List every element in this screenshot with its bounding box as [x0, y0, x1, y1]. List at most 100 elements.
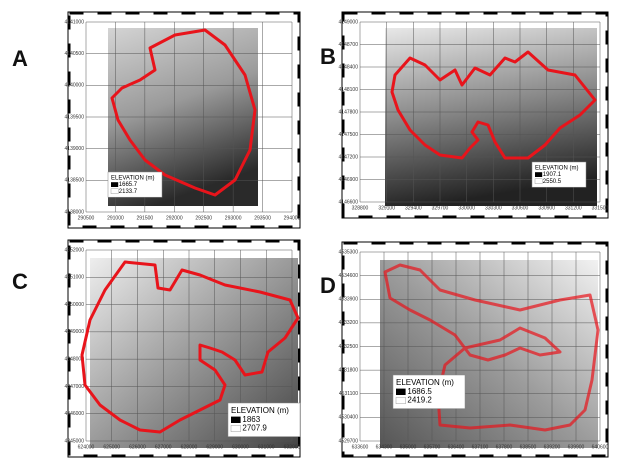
legend-low: 1863	[242, 415, 260, 424]
y-tick-label: 4530400	[339, 415, 359, 421]
x-tick-label: 640600	[592, 444, 609, 450]
x-tick-label: 291000	[107, 215, 124, 221]
legend-low: 1686.5	[407, 387, 432, 396]
legend-swatch-low	[111, 182, 119, 187]
legend-high: 2707.9	[242, 424, 267, 433]
panel-letter: D	[320, 273, 336, 298]
map-panel: D 4535300 4534600 4533900 4533200 4532500 4531…	[320, 241, 609, 458]
x-tick-label: 626000	[129, 444, 146, 450]
x-tick-label: 290500	[78, 215, 95, 221]
x-tick-label: 329700	[432, 205, 449, 211]
x-tick-label: 632000	[284, 444, 301, 450]
y-tick-label: 4140000	[65, 83, 85, 89]
legend-high: 2550.5	[543, 179, 562, 185]
x-tick-label: 331500	[592, 205, 609, 211]
legend-title: ELEVATION (m)	[231, 406, 289, 415]
x-tick-label: 638500	[520, 444, 537, 450]
legend-swatch-high	[230, 425, 241, 432]
legend-low: 1665.7	[119, 182, 138, 188]
x-tick-label: 631000	[258, 444, 275, 450]
y-tick-label: 4139000	[65, 146, 85, 152]
y-tick-label: 4535300	[339, 249, 359, 255]
x-tick-label: 637100	[472, 444, 489, 450]
map-border	[342, 242, 608, 457]
legend-swatch-high	[110, 188, 119, 194]
panel-letter: B	[320, 44, 336, 69]
x-tick-label: 294000	[284, 215, 301, 221]
y-tick-label: 4140500	[65, 51, 85, 57]
x-tick-label: 293000	[225, 215, 242, 221]
y-tick-label: 4139500	[65, 114, 85, 120]
y-tick-label: 4533200	[339, 320, 359, 326]
legend-swatch-high	[395, 397, 406, 404]
x-tick-label: 328800	[352, 205, 369, 211]
x-tick-label: 628000	[181, 444, 198, 450]
x-tick-label: 629000	[206, 444, 223, 450]
study-area-boundary	[390, 50, 597, 160]
y-tick-label: 4138500	[65, 178, 85, 184]
y-tick-label: 4348000	[65, 356, 85, 362]
x-tick-label: 292000	[166, 215, 183, 221]
x-tick-label: 633600	[352, 444, 369, 450]
x-tick-label: 330300	[485, 205, 502, 211]
map-border	[68, 12, 300, 228]
x-tick-label: 330000	[458, 205, 475, 211]
map-panel: A 4141000 4140500 4140000 4139500 4139000 4138…	[12, 11, 301, 229]
y-tick-label: 4147800	[339, 109, 359, 115]
x-tick-label: 639900	[568, 444, 585, 450]
y-tick-label: 4149000	[339, 19, 359, 25]
study-area-boundary	[110, 28, 257, 197]
x-tick-label: 630000	[232, 444, 249, 450]
legend-low: 1907.1	[543, 172, 562, 178]
y-tick-label: 4529700	[339, 438, 359, 444]
legend-swatch-low	[535, 172, 543, 177]
x-tick-label: 625000	[103, 444, 120, 450]
map-border	[342, 12, 608, 218]
x-tick-label: 292500	[195, 215, 212, 221]
study-area-boundary	[80, 260, 300, 434]
x-tick-label: 291500	[137, 215, 154, 221]
x-tick-label: 331200	[565, 205, 582, 211]
y-tick-label: 4346000	[65, 411, 85, 417]
y-tick-label: 4349000	[65, 329, 85, 335]
y-tick-label: 4350000	[65, 302, 85, 308]
legend-swatch-high	[534, 178, 543, 184]
y-tick-label: 4352000	[65, 247, 85, 253]
legend-high: 2133.7	[119, 189, 138, 195]
map-panel: B 4149000 4148700 4148400 4148100 4147800 4147…	[320, 11, 609, 219]
x-tick-label: 635700	[424, 444, 441, 450]
x-tick-label: 330900	[538, 205, 555, 211]
y-tick-label: 4138000	[65, 209, 85, 215]
y-tick-label: 4148100	[339, 87, 359, 93]
panel-letter: A	[12, 46, 28, 71]
x-tick-label: 635000	[400, 444, 417, 450]
legend-swatch-low	[396, 388, 406, 395]
y-tick-label: 4534600	[339, 273, 359, 279]
y-tick-label: 4148400	[339, 64, 359, 70]
y-tick-label: 4148700	[339, 42, 359, 48]
panel-letter: C	[12, 269, 28, 294]
x-tick-label: 634300	[376, 444, 393, 450]
x-tick-label: 627000	[155, 444, 172, 450]
x-tick-label: 624000	[78, 444, 95, 450]
x-tick-label: 330600	[512, 205, 529, 211]
y-tick-label: 4146900	[339, 177, 359, 183]
y-tick-label: 4141000	[65, 19, 85, 25]
x-tick-label: 329100	[378, 205, 395, 211]
y-tick-label: 4533900	[339, 297, 359, 303]
y-tick-label: 4531100	[339, 391, 358, 397]
legend-title: ELEVATION (m)	[535, 166, 578, 172]
map-border	[68, 240, 300, 457]
legend-title: ELEVATION (m)	[396, 378, 454, 387]
x-tick-label: 639200	[544, 444, 561, 450]
y-tick-label: 4345000	[65, 438, 85, 444]
x-tick-label: 636400	[448, 444, 465, 450]
y-tick-label: 4531800	[339, 367, 359, 373]
y-tick-label: 4347000	[65, 384, 85, 390]
x-tick-label: 293500	[254, 215, 271, 221]
map-panel: C 4352000 4351000 4350000 4349000 4348000 4347…	[12, 239, 301, 458]
legend-swatch-low	[231, 416, 241, 423]
y-tick-label: 4147200	[339, 154, 359, 160]
x-tick-label: 637800	[496, 444, 513, 450]
